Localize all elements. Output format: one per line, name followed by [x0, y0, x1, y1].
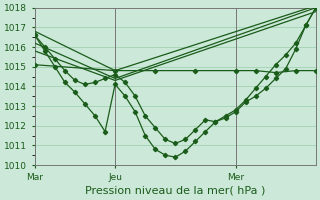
X-axis label: Pression niveau de la mer( hPa ): Pression niveau de la mer( hPa )	[85, 186, 266, 196]
